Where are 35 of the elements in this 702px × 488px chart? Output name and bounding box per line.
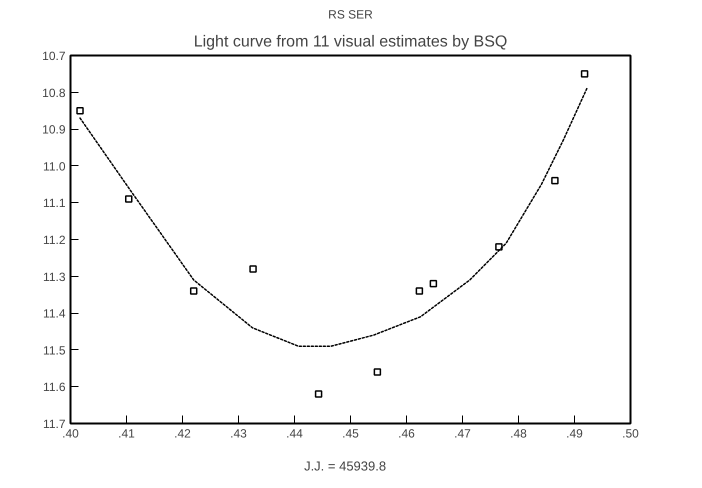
y-tick-label: 11.4 (43, 306, 66, 321)
point (430, 280, 438, 288)
y-tick-label: 10.8 (42, 86, 66, 100)
x-tick-label: .48 (510, 426, 528, 440)
y-tick-label: 10.9 (42, 122, 66, 137)
x-tick-label: .46 (398, 426, 416, 440)
x-tick-label: .42 (174, 426, 192, 440)
x-tick-label: .44 (286, 426, 304, 440)
point (124, 195, 132, 203)
x-tick-label: .49 (566, 426, 584, 440)
x-tick-label: .41 (118, 426, 136, 440)
chart-subtitle: Light curve from 11 visual estimates by BSQ (194, 34, 508, 50)
chart-title: RS SER (328, 8, 374, 22)
point (249, 265, 257, 273)
x-tick-label: .43 (230, 426, 248, 440)
point (416, 287, 424, 295)
point (374, 368, 382, 376)
y-tick-label: 10.7 (42, 49, 66, 63)
line-series (79, 88, 588, 347)
point (495, 243, 503, 251)
x-tick-label: .50 (622, 426, 640, 440)
y-tick-label: 11.0 (43, 159, 66, 174)
x-axis-title: J.J. = 45939.8 (304, 458, 386, 474)
point (76, 106, 84, 114)
point (580, 70, 588, 78)
point (314, 390, 322, 398)
x-tick-label: .47 (454, 426, 472, 440)
y-tick-label: 11.5 (43, 343, 66, 358)
x-tick-label: .45 (342, 426, 360, 440)
y-tick-label: 11.1 (43, 196, 66, 210)
point (551, 176, 559, 184)
point (190, 287, 198, 295)
y-tick-label: 11.6 (43, 380, 66, 394)
y-tick-label: 11.3 (43, 270, 66, 284)
y-tick-label: 11.2 (43, 233, 66, 247)
